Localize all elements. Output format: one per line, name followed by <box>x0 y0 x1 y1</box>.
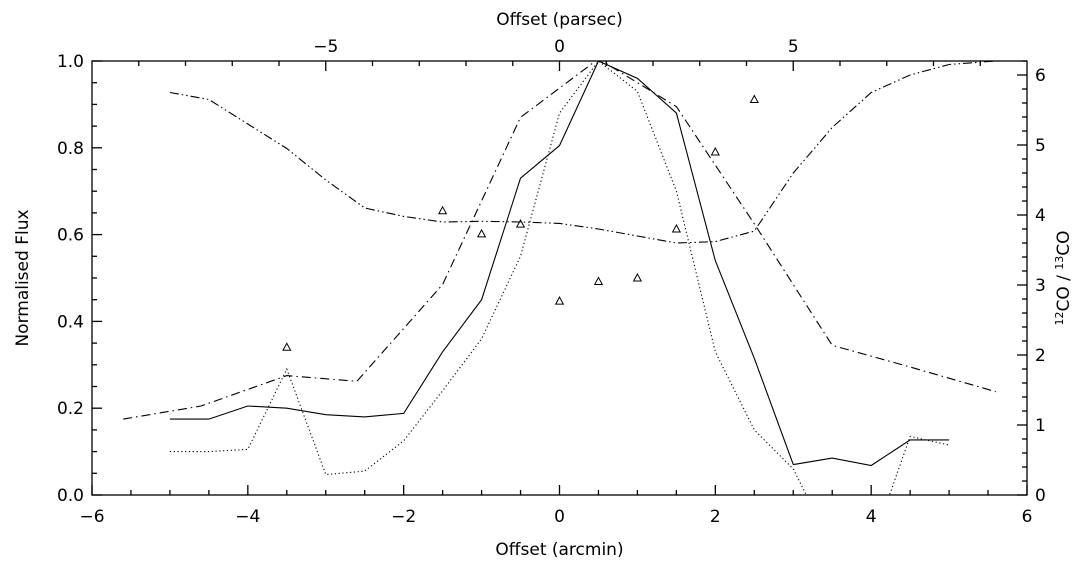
ratio-marker <box>749 94 759 103</box>
right-title-sup-12: 12 <box>1053 312 1066 326</box>
x-axis-bottom-title: Offset (arcmin) <box>495 540 623 560</box>
x-tick-label: −2 <box>391 507 416 527</box>
y-right-tick-label: 3 <box>1035 276 1046 296</box>
x-tick-label: 0 <box>554 507 565 527</box>
y-left-tick-label: 0.8 <box>57 139 84 159</box>
x-tick-label: 6 <box>1022 507 1033 527</box>
ratio-marker <box>671 223 682 233</box>
ratio-marker <box>554 296 565 305</box>
y-left-tick-label: 0.4 <box>57 312 84 332</box>
y-left-tick-label: 0.2 <box>57 399 84 419</box>
tick-marks <box>91 60 1028 496</box>
top-tick-label: 5 <box>788 37 799 57</box>
series-layer <box>123 61 996 495</box>
tick-labels: −6 −4 −2 0 2 4 6 −5 0 5 0.0 0.2 0.4 0.6 0.8 1.0 0 1 2 3 4 5 6 <box>57 37 1046 527</box>
ratio-marker <box>437 205 448 215</box>
ratio-marker <box>282 342 292 351</box>
y-left-tick-label: 0.6 <box>57 226 84 246</box>
y-axis-right-title: 12CO / 13CO <box>1053 230 1074 325</box>
series-line-dash-dot-dot <box>169 61 996 244</box>
x-tick-label: 2 <box>710 507 721 527</box>
plot-frame <box>91 60 1028 496</box>
x-axis-top-title: Offset (parsec) <box>496 10 623 30</box>
ratio-markers <box>282 94 759 351</box>
y-right-tick-label: 2 <box>1035 346 1046 366</box>
x-tick-label: 4 <box>866 507 877 527</box>
right-title-co: CO <box>1054 230 1074 255</box>
y-right-tick-label: 1 <box>1035 416 1046 436</box>
right-title-co-over: CO / <box>1054 270 1074 312</box>
ratio-marker <box>515 219 526 228</box>
ratio-marker <box>632 272 643 282</box>
series-line-solid <box>169 61 950 467</box>
y-axis-left-title: Normalised Flux <box>13 209 33 346</box>
ratio-marker <box>710 146 720 156</box>
y-right-tick-label: 6 <box>1035 66 1046 86</box>
right-title-sup-13: 13 <box>1053 256 1066 270</box>
series-line-dash-dot <box>123 61 996 420</box>
y-right-tick-label: 5 <box>1035 136 1046 156</box>
x-tick-label: −6 <box>79 507 104 527</box>
ratio-marker <box>476 228 487 238</box>
y-left-tick-label: 1.0 <box>57 52 84 72</box>
top-tick-label: 0 <box>554 37 565 57</box>
y-right-tick-label: 0 <box>1035 486 1046 506</box>
y-right-tick-label: 4 <box>1035 206 1046 226</box>
x-tick-label: −4 <box>235 507 260 527</box>
top-tick-label: −5 <box>313 37 338 57</box>
y-left-tick-label: 0.0 <box>57 486 84 506</box>
ratio-marker <box>593 276 604 285</box>
